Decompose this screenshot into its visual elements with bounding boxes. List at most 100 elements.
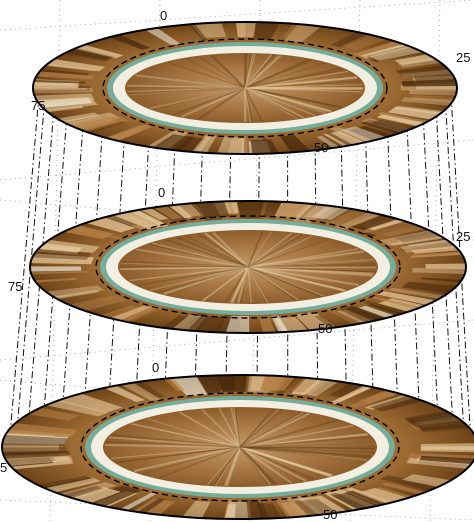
radial-streak [244,87,316,116]
ring-streak [369,394,427,412]
ring-streak [394,105,448,116]
radial-streak [247,238,330,268]
radial-streak [244,62,326,89]
radial-streak [247,231,264,268]
angle-label-bottom: 50 [314,140,328,155]
ring-streak [292,202,336,224]
radial-streak [239,446,278,486]
radial-streak [239,446,304,482]
ring-streak [379,229,447,246]
radial-streak [239,446,332,477]
ring-streak [420,277,466,283]
ring-streak [351,214,401,231]
radial-streak [244,87,343,108]
ring-streak [150,134,196,153]
ring-streak [35,68,90,76]
ring-streak [325,132,356,147]
ring-streak [102,211,159,231]
ring-streak [406,458,474,470]
radial-streak [231,266,250,304]
ring-streak [33,242,83,253]
radial-streak [247,265,348,291]
ring-streak [377,112,433,124]
ring-streak [58,485,104,500]
radial-streak [115,446,241,464]
radial-streak [247,265,373,277]
radial-streak [247,266,269,303]
radial-streak [244,86,363,90]
ring-streak [282,22,311,39]
ring-streak [49,290,100,300]
radial-streak [129,266,249,282]
ring-streak [23,407,79,421]
ring-streak [395,230,446,243]
radial-streak [176,236,249,269]
ring-streak [189,22,227,39]
radial-streak [244,67,342,89]
radial-streak [120,266,249,270]
ring-streak [314,315,340,330]
radial-streak [207,446,241,486]
ring-streak [2,451,71,459]
ring-streak [387,106,446,121]
radial-streak [247,266,270,303]
ring-streak [368,45,427,61]
radial-streak [167,61,246,89]
ring-streak [55,482,117,500]
ring-streak [358,305,399,319]
radial-streak [244,87,325,115]
radial-streak [239,446,307,483]
inner-disk [125,53,365,123]
ring-streak [235,22,256,38]
ring-streak [53,112,101,124]
ring-streak [103,128,142,143]
ring-streak [193,137,211,154]
ring-streak [418,422,473,431]
radial-streak [239,446,331,477]
ring-streak [394,53,441,65]
ring-streak [30,253,95,265]
radial-streak [244,87,343,108]
radial-streak [239,419,339,448]
ring-streak [126,380,165,399]
radial-streak [239,409,281,448]
ring-streak [107,305,152,322]
ring-streak [420,443,474,453]
ring-streak [2,431,55,441]
ring-streak [416,419,474,433]
radial-streak [198,233,249,268]
radial-streak [247,259,374,268]
ring-streak [216,136,244,154]
ring-streak [246,499,265,519]
radial-streak [247,266,375,273]
radial-streak [247,266,324,297]
ring-streak [225,501,252,519]
ring-streak [70,43,124,59]
radial-streak [135,74,246,90]
ring-streak [329,384,375,404]
radial-streak [146,418,241,448]
radial-streak [244,53,253,89]
ring-streak [293,498,340,518]
radial-streak [178,411,241,448]
ring-streak [214,375,236,390]
ring-streak [263,375,287,392]
radial-streak [247,233,303,268]
ring-streak [337,308,381,325]
ring-streak [401,97,457,107]
radial-streak [247,266,347,291]
ring-streak [335,211,384,230]
ring-streak [358,388,403,404]
radial-streak [244,87,363,93]
radial-streak [132,423,241,448]
ring-streak [33,93,95,105]
ring-texture [33,22,457,154]
ring-streak [167,375,209,397]
ring-streak [190,135,217,154]
radial-streak [247,231,263,268]
ring-streak [166,203,193,219]
radial-streak [137,266,249,286]
radial-streak [247,266,322,298]
radial-streak [165,238,249,268]
radial-streak [212,231,249,268]
